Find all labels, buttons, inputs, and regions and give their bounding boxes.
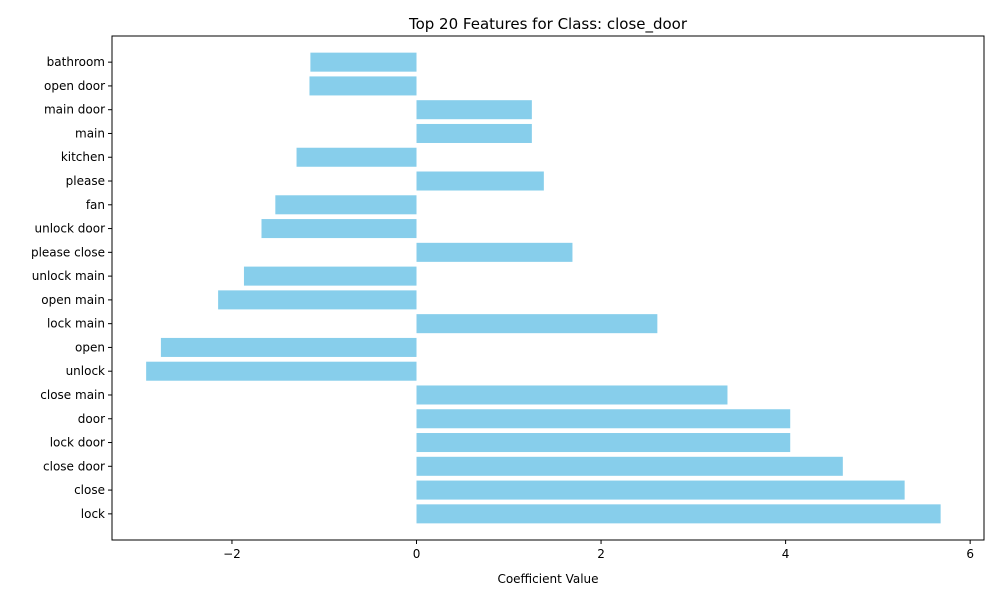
x-tick-label: 6	[966, 547, 974, 561]
x-tick-label: 0	[413, 547, 421, 561]
bar-lock-main	[416, 314, 658, 334]
bar-main-door	[416, 100, 532, 120]
y-tick-label: close main	[40, 388, 105, 402]
y-tick-label: unlock	[66, 364, 105, 378]
y-tick-label: fan	[86, 198, 105, 212]
bar-please	[416, 171, 544, 191]
x-axis-ticks: −2 0 2 4 6	[223, 540, 974, 561]
bar-lock	[416, 504, 941, 524]
bars-group	[146, 52, 941, 524]
y-tick-label: unlock main	[32, 269, 105, 283]
x-tick-label: 2	[597, 547, 605, 561]
y-tick-label: kitchen	[61, 150, 105, 164]
bar-unlock-door	[261, 219, 417, 239]
y-axis-ticks: lock close close door lock door door close ma…	[31, 55, 112, 521]
x-tick-label: −2	[223, 547, 241, 561]
y-tick-label: open	[75, 340, 105, 354]
y-tick-label: door	[78, 412, 105, 426]
bar-close	[416, 480, 905, 500]
y-tick-label: close	[74, 483, 105, 497]
y-tick-label: open door	[44, 79, 105, 93]
plot-frame	[111, 35, 985, 541]
bar-bathroom	[310, 52, 417, 72]
bar-fan	[275, 195, 417, 215]
chart-title: Top 20 Features for Class: close_door	[408, 15, 688, 34]
bar-open-main	[218, 290, 417, 310]
y-tick-label: lock door	[50, 436, 105, 450]
bar-main	[416, 123, 532, 143]
y-tick-label: main door	[44, 103, 105, 117]
bar-lock-door	[416, 433, 791, 453]
y-tick-label: open main	[41, 293, 105, 307]
bar-open	[160, 337, 417, 357]
y-tick-label: unlock door	[35, 222, 106, 236]
x-axis-label: Coefficient Value	[497, 572, 598, 586]
bar-close-main	[416, 385, 728, 405]
bar-open-door	[309, 76, 417, 96]
bar-close-door	[416, 456, 843, 476]
y-tick-label: lock	[81, 507, 105, 521]
bar-unlock-main	[243, 266, 417, 286]
y-tick-label: bathroom	[47, 55, 105, 69]
y-tick-label: lock main	[47, 317, 105, 331]
bar-please-close	[416, 242, 573, 262]
bar-door	[416, 409, 791, 429]
bar-unlock	[146, 361, 417, 381]
y-tick-label: close door	[43, 459, 105, 473]
x-tick-label: 4	[782, 547, 790, 561]
bar-kitchen	[296, 147, 417, 167]
y-tick-label: main	[75, 126, 105, 140]
y-tick-label: please	[66, 174, 105, 188]
y-tick-label: please close	[31, 245, 105, 259]
